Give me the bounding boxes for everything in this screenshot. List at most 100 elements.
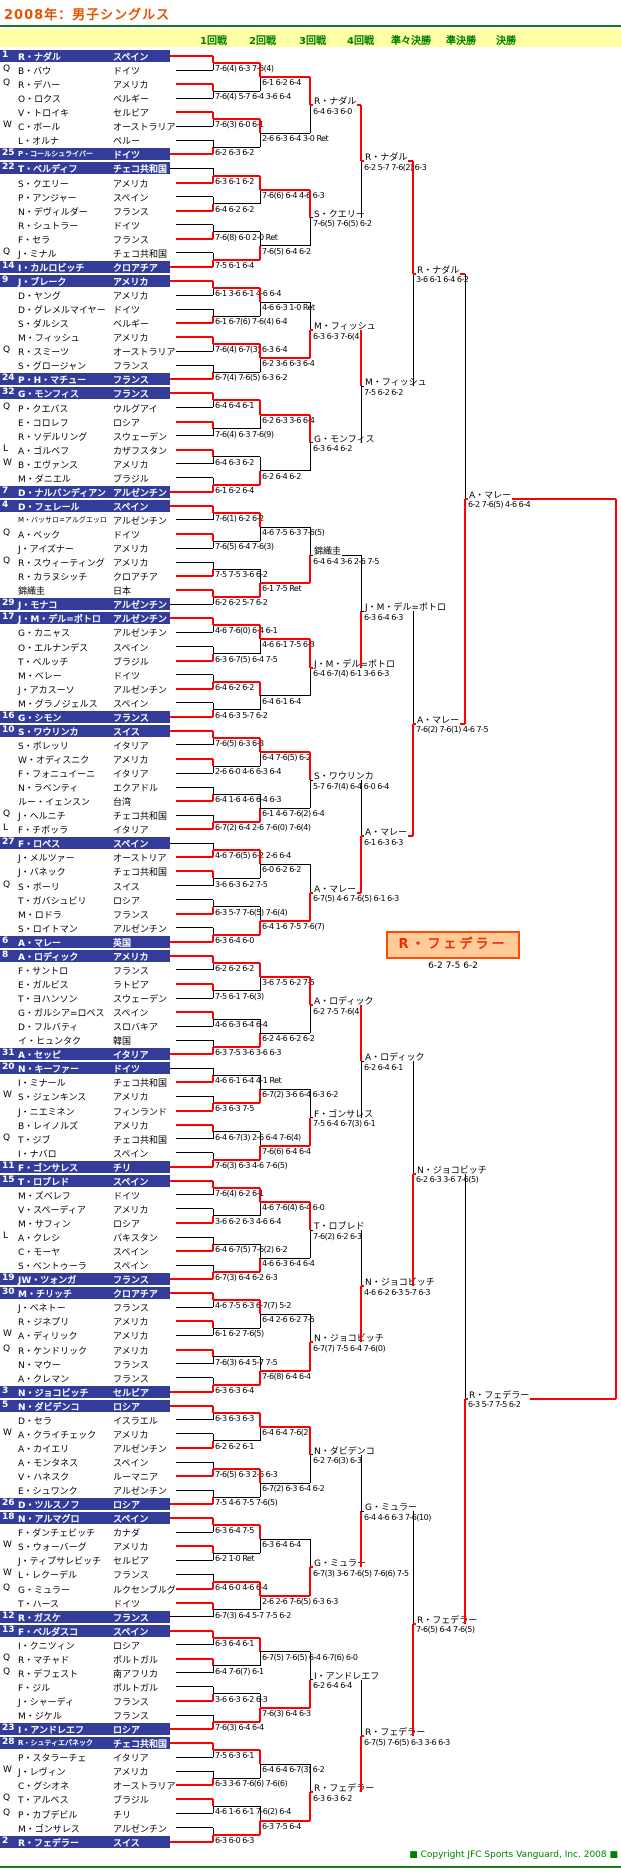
bracket-line: [176, 1672, 213, 1674]
seed-bar: [0, 949, 170, 962]
bracket-line-red: [259, 63, 261, 78]
bracket-line-red: [213, 258, 260, 261]
player-name: A・ゴルベフ: [18, 446, 70, 457]
player-name: J・アカスーソ: [18, 685, 75, 696]
bracket-line-red: [212, 259, 214, 267]
round-header-final: 決勝: [496, 36, 516, 47]
player-country: ドイツ: [113, 151, 141, 162]
player-name: N・ダビデンコ: [18, 1402, 80, 1413]
player-country: セルビア: [113, 1557, 150, 1568]
bracket-line-red: [213, 1580, 260, 1583]
player-name: R・ソデルリング: [18, 432, 88, 443]
bracket-line-red: [212, 1778, 214, 1786]
bracket-line: [212, 1187, 214, 1195]
winner-label-name: R・ナダル: [313, 94, 358, 108]
bracket-line-red: [212, 84, 214, 92]
match-score-r1: 7-6(5) 6-3 2-6 6-3: [215, 1470, 278, 1480]
winner-label-score: 6-2 7-5 7-6(4): [313, 1006, 362, 1016]
player-country: フランス: [113, 1276, 149, 1287]
bracket-line-red: [212, 112, 214, 120]
bracket-line: [259, 527, 261, 542]
player-country: ポルトガル: [113, 1655, 159, 1666]
player-country: フランス: [113, 235, 149, 246]
bracket-line: [309, 217, 311, 246]
player-name: I・ミナール: [18, 1079, 66, 1090]
bracket-line: [259, 1806, 261, 1821]
bracket-line-red: [170, 378, 213, 381]
player-country: チェコ共和国: [113, 165, 168, 176]
player-name: S・ジェンキンス: [18, 1093, 87, 1104]
bracket-line: [212, 252, 214, 260]
seed-bar: [0, 1174, 170, 1187]
player-name: V・スペーディア: [18, 1205, 86, 1216]
copyright-text: ■ Copyright JFC Sports Vanguard, Inc. 20…: [409, 1850, 618, 1860]
player-country: イタリア: [113, 1754, 149, 1765]
bracket-line-red: [259, 808, 261, 823]
match-score-r1: 6-2 6-3 6-2: [215, 148, 254, 158]
bracket-line: [212, 1300, 214, 1308]
bracket-line: [212, 1490, 214, 1498]
player-country: オーストラリア: [113, 123, 176, 134]
bracket-line-red: [176, 1250, 213, 1253]
winner-label-score: 6-2 7-6(3) 6-3: [313, 1456, 362, 1466]
bracket-line-red: [170, 1742, 213, 1745]
bracket-line: [360, 555, 362, 612]
match-score-r1: 7-5 4-6 7-5 7-6(5): [215, 1498, 278, 1508]
player-name: M・ズベレフ: [18, 1191, 71, 1202]
seed-bar: [0, 485, 170, 498]
match-score-r1: 6-1 3-6 6-1 4-6 6-4: [215, 288, 282, 298]
player-name: A・セッピ: [18, 1051, 61, 1062]
player-country: ベルギー: [113, 320, 150, 331]
bracket-line-red: [170, 1728, 213, 1731]
match-score-r2: 6-4 6-4 6-7(3) 6-2: [262, 1765, 325, 1775]
match-score-r1: 6-4 6-7(3) 2-6 6-4 7-6(4): [215, 1132, 301, 1142]
winner-label-score: 6-4 6-7(4) 6-1 3-6 6-3: [313, 669, 389, 679]
player-country: フランス: [113, 1360, 149, 1371]
bracket-line: [176, 1714, 213, 1716]
match-score-r1: 3-6 6-3 6-2 6-3: [215, 1694, 268, 1704]
winner-label-name: 錦織圭: [313, 544, 343, 558]
bracket-line-red: [212, 709, 214, 717]
player-name: M・ゴンサレス: [18, 1824, 80, 1835]
bracket-line: [212, 309, 214, 317]
bracket-line-red: [212, 56, 214, 64]
match-score-r1: 6-2 6-2 5-7 6-2: [215, 598, 268, 608]
bracket-line: [176, 927, 213, 929]
player-country: スイス: [113, 882, 140, 893]
player-name: F・サントロ: [18, 966, 69, 977]
player-seed: 15: [2, 1174, 15, 1185]
winner-label-name: N・ジョコビッチ: [364, 1275, 436, 1289]
bracket-line: [309, 1539, 311, 1568]
match-score-r2: 6-4 6-1 6-4: [262, 696, 301, 706]
bracket-line: [212, 428, 214, 436]
match-score-r2: 6-2 3-6 6-3 6-4: [262, 359, 315, 369]
player-country: オーストラリア: [113, 1782, 176, 1793]
player-country: アメリカ: [113, 559, 149, 570]
bracket-line-red: [176, 237, 213, 240]
bracket-line-red: [212, 1799, 214, 1807]
player-name: J・アイズナー: [18, 545, 74, 556]
bracket-line-red: [260, 1425, 310, 1428]
player-seed: 19: [2, 1273, 15, 1284]
player-country: イタリア: [113, 770, 149, 781]
bracket-line-red: [212, 590, 214, 598]
winner-label-name: N・ジョコビッチ: [313, 1331, 385, 1345]
player-name: G・カニャス: [18, 629, 70, 640]
bracket-line-red: [259, 850, 261, 865]
bracket-line: [259, 77, 261, 92]
winner-label-name: R・ナダル: [416, 262, 461, 276]
bracket-line: [212, 1665, 214, 1673]
player-name: S・ボーリ: [18, 882, 60, 893]
bracket-line-red: [259, 681, 261, 696]
bracket-line: [176, 1306, 213, 1308]
bracket-line-red: [309, 555, 311, 584]
player-country: アルゼンチン: [113, 488, 167, 499]
bracket-line: [260, 807, 310, 809]
bracket-line-red: [213, 1721, 260, 1724]
bracket-line-red: [360, 1511, 362, 1568]
player-country: ブラジル: [113, 657, 149, 668]
winner-label-score: 6-2 6-4 6-1: [364, 1062, 403, 1072]
player-seed: 18: [2, 1512, 15, 1523]
player-country: アルゼンチン: [113, 924, 167, 935]
match-score-r1: 7-6(4) 6-7(3) 6-3 6-4: [215, 345, 288, 355]
